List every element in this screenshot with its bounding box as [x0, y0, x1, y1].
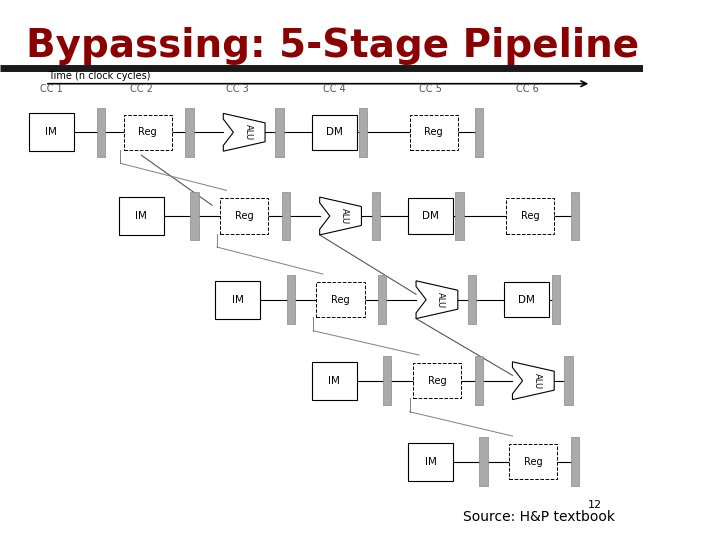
Bar	[474, 108, 483, 157]
Bar	[455, 192, 464, 240]
Text: IM: IM	[135, 211, 148, 221]
Bar	[96, 108, 105, 157]
Bar	[410, 114, 458, 150]
Bar	[506, 198, 554, 233]
Bar	[312, 114, 356, 150]
Text: IM: IM	[232, 295, 243, 305]
Text: DM: DM	[518, 295, 536, 305]
Bar	[287, 275, 295, 324]
Bar	[571, 192, 580, 240]
Bar	[119, 197, 164, 235]
Bar	[564, 356, 573, 405]
Text: Time (n clock cycles): Time (n clock cycles)	[48, 71, 150, 81]
Bar	[220, 198, 269, 233]
Bar	[317, 282, 364, 317]
Bar	[505, 282, 549, 317]
Text: CC 3: CC 3	[226, 84, 249, 94]
Text: Reg: Reg	[424, 127, 443, 137]
Polygon shape	[223, 113, 265, 151]
Text: Reg: Reg	[524, 457, 543, 467]
Bar	[282, 192, 290, 240]
Bar	[413, 363, 461, 399]
Bar	[509, 444, 557, 480]
Text: CC 4: CC 4	[323, 84, 346, 94]
Bar	[372, 192, 380, 240]
Text: ALU: ALU	[533, 373, 541, 389]
Text: Reg: Reg	[428, 376, 446, 386]
Text: 12: 12	[588, 500, 602, 510]
Bar	[275, 108, 284, 157]
Bar	[468, 275, 477, 324]
Text: Reg: Reg	[235, 211, 253, 221]
Text: IM: IM	[45, 127, 58, 137]
Bar	[474, 356, 483, 405]
Bar	[383, 356, 391, 405]
Polygon shape	[416, 281, 458, 319]
Text: IM: IM	[328, 376, 340, 386]
Bar	[190, 192, 199, 240]
Text: DM: DM	[325, 127, 343, 137]
Bar	[215, 281, 260, 319]
Bar	[312, 362, 356, 400]
Bar	[359, 108, 367, 157]
Bar	[124, 114, 172, 150]
Bar	[408, 198, 453, 233]
Bar	[480, 437, 487, 486]
Bar	[571, 437, 580, 486]
Bar	[29, 113, 74, 151]
Text: ALU: ALU	[436, 292, 445, 308]
Text: Bypassing: 5-Stage Pipeline: Bypassing: 5-Stage Pipeline	[26, 27, 639, 65]
Text: CC 1: CC 1	[40, 84, 63, 94]
Bar	[185, 108, 194, 157]
Text: Reg: Reg	[521, 211, 539, 221]
Text: CC 5: CC 5	[419, 84, 442, 94]
Text: CC 2: CC 2	[130, 84, 153, 94]
Text: IM: IM	[425, 457, 436, 467]
Polygon shape	[513, 362, 554, 400]
Text: Source: H&P textbook: Source: H&P textbook	[463, 510, 615, 524]
Text: CC 6: CC 6	[516, 84, 539, 94]
Text: Reg: Reg	[331, 295, 350, 305]
Text: ALU: ALU	[243, 124, 253, 140]
Bar	[378, 275, 387, 324]
Bar	[552, 275, 560, 324]
Bar	[408, 443, 453, 481]
Text: Reg: Reg	[138, 127, 157, 137]
Polygon shape	[320, 197, 361, 235]
Text: ALU: ALU	[340, 208, 349, 224]
Text: DM: DM	[422, 211, 439, 221]
